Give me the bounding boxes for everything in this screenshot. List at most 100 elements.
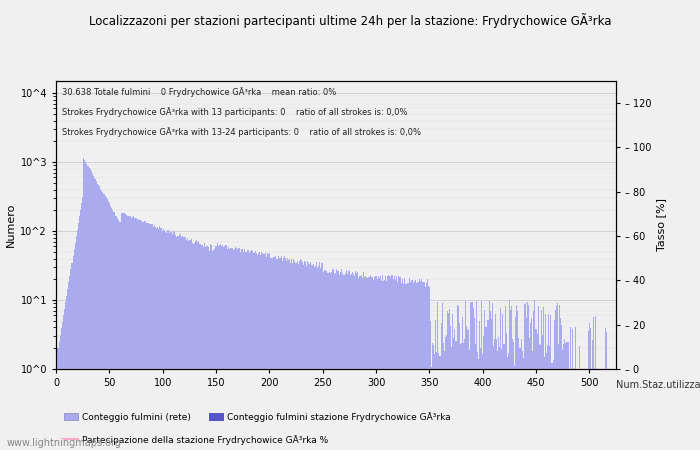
Bar: [474, 318, 475, 450]
Bar: [126, 215, 127, 450]
Bar: [216, 243, 218, 450]
Bar: [407, 283, 409, 450]
Bar: [131, 218, 132, 450]
Bar: [230, 248, 232, 450]
Bar: [338, 271, 339, 450]
Bar: [191, 239, 192, 450]
Bar: [384, 280, 385, 450]
Bar: [147, 223, 148, 450]
Bar: [254, 253, 255, 450]
Bar: [503, 344, 505, 450]
Bar: [195, 241, 196, 450]
Bar: [566, 342, 568, 450]
Bar: [208, 247, 209, 450]
Bar: [562, 350, 564, 450]
Bar: [494, 339, 495, 450]
Bar: [65, 302, 66, 450]
Text: 30.638 Totale fulmini    0 Frydrychowice GÃ³rka    mean ratio: 0%: 30.638 Totale fulmini 0 Frydrychowice GÃ…: [62, 87, 336, 97]
Bar: [456, 305, 458, 450]
Bar: [572, 328, 573, 450]
Bar: [574, 369, 575, 450]
Bar: [277, 259, 279, 450]
Bar: [78, 223, 79, 450]
Bar: [360, 274, 362, 450]
Bar: [274, 257, 275, 450]
Bar: [491, 303, 493, 450]
Bar: [263, 254, 265, 450]
Bar: [240, 252, 241, 450]
Bar: [71, 263, 73, 450]
Bar: [435, 320, 436, 450]
Bar: [321, 263, 322, 450]
Bar: [606, 332, 607, 450]
Bar: [385, 276, 386, 450]
Bar: [386, 281, 387, 450]
Bar: [358, 278, 360, 450]
Bar: [59, 342, 60, 450]
Bar: [427, 279, 428, 450]
Bar: [357, 272, 358, 450]
Bar: [317, 268, 318, 450]
Bar: [183, 237, 185, 450]
Bar: [511, 306, 512, 450]
Bar: [94, 178, 95, 450]
Bar: [353, 274, 354, 450]
Bar: [466, 326, 467, 450]
Bar: [299, 261, 300, 450]
Bar: [467, 330, 468, 450]
Bar: [521, 338, 522, 450]
Bar: [141, 221, 142, 450]
Bar: [431, 368, 432, 450]
Bar: [210, 244, 211, 450]
Bar: [134, 218, 136, 450]
Bar: [197, 243, 198, 450]
Bar: [446, 334, 447, 450]
Bar: [556, 303, 558, 450]
Bar: [464, 339, 465, 450]
Bar: [561, 325, 562, 450]
Bar: [594, 369, 595, 450]
Bar: [371, 278, 372, 450]
Bar: [607, 369, 608, 450]
Bar: [181, 238, 183, 450]
Bar: [433, 345, 434, 450]
Bar: [411, 280, 412, 450]
Bar: [547, 345, 548, 450]
Bar: [90, 169, 91, 450]
Bar: [498, 337, 499, 450]
Text: Strokes Frydrychowice GÃ³rka with 13-24 participants: 0    ratio of all strokes : Strokes Frydrychowice GÃ³rka with 13-24 …: [62, 127, 421, 137]
Bar: [365, 276, 366, 450]
Bar: [469, 350, 470, 450]
Bar: [267, 254, 269, 450]
Bar: [592, 340, 593, 450]
Bar: [355, 271, 356, 450]
Bar: [595, 316, 596, 450]
Bar: [220, 246, 222, 450]
Bar: [269, 253, 270, 450]
Bar: [125, 214, 126, 450]
Bar: [497, 351, 498, 450]
Bar: [351, 274, 352, 450]
Bar: [519, 348, 521, 450]
Bar: [475, 344, 476, 450]
Bar: [223, 248, 224, 450]
Bar: [307, 261, 308, 450]
Bar: [481, 301, 482, 450]
Bar: [196, 240, 197, 450]
Bar: [326, 271, 328, 450]
Bar: [323, 272, 324, 450]
Bar: [369, 277, 370, 450]
Bar: [461, 343, 462, 450]
Bar: [151, 224, 153, 450]
Bar: [348, 271, 349, 450]
Bar: [163, 229, 164, 450]
Bar: [238, 248, 239, 450]
Bar: [234, 247, 236, 450]
Bar: [478, 359, 479, 450]
Bar: [297, 261, 298, 450]
Bar: [106, 199, 108, 450]
Bar: [444, 337, 446, 450]
Bar: [484, 310, 485, 450]
Bar: [207, 246, 208, 450]
Bar: [248, 253, 250, 450]
